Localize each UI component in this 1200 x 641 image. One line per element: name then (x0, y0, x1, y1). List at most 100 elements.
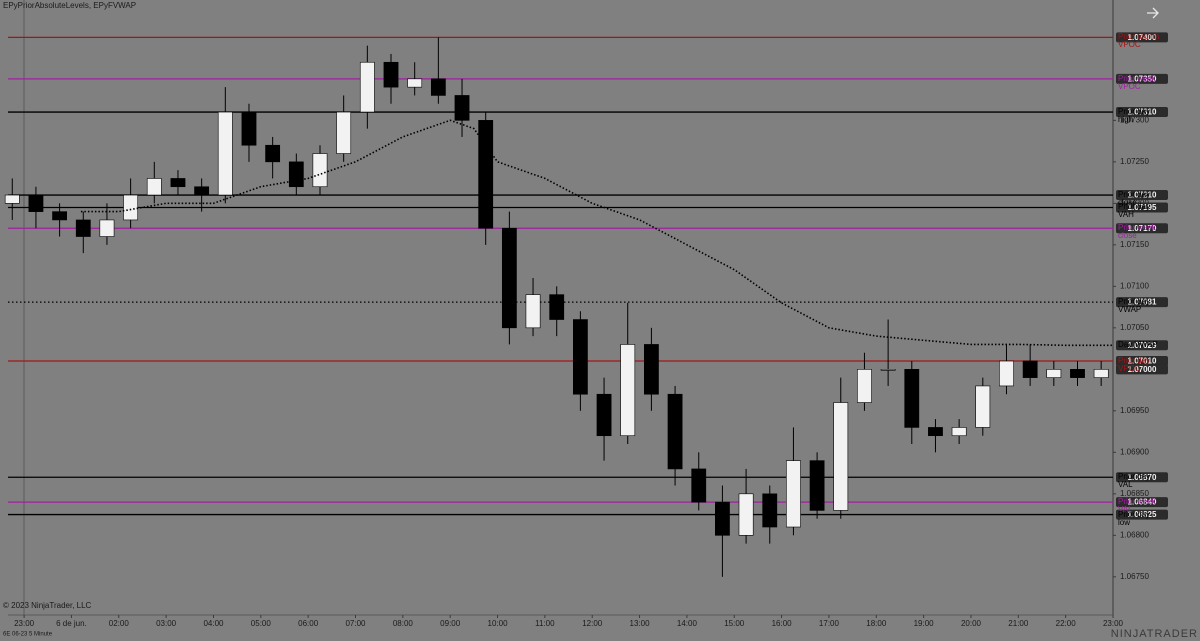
y-tick-label: 1.06750 (1120, 572, 1149, 581)
level-price-tag: 1.07010 (1128, 357, 1157, 366)
last-price-tag: 1.07000 (1128, 365, 1157, 374)
candle-body (75, 219, 91, 237)
candle-body (288, 161, 304, 188)
level-price-tag: 1.07350 (1128, 74, 1157, 83)
vwap-line (80, 119, 1113, 347)
candle-body (1070, 369, 1085, 378)
candle-body (430, 78, 446, 96)
level-price-tag: 1.07081 (1128, 298, 1157, 307)
level-price-tag: 1.06840 (1128, 498, 1157, 507)
level-label: Prior day VAL (1118, 472, 1151, 490)
candle-body (478, 120, 494, 229)
level-price-tag-box (1116, 202, 1168, 213)
y-tick-label: 1.06950 (1120, 406, 1149, 415)
x-tick-label: 17:00 (819, 619, 840, 628)
x-tick-label: 09:00 (440, 619, 461, 628)
copyright: © 2023 NinjaTrader, LLC (3, 601, 92, 610)
candle-body (833, 402, 849, 511)
level-label: Prior day low (1118, 509, 1151, 527)
x-tick-label: 18:00 (866, 619, 887, 628)
x-tick-label: 23:00 (1103, 619, 1124, 628)
candle-body (123, 194, 139, 221)
candle-body (146, 178, 162, 196)
level-label: Prior month VPOC (1118, 32, 1160, 50)
candle-body (691, 468, 707, 503)
candle-body (454, 95, 470, 121)
candle-body (809, 460, 825, 511)
y-tick-label: 1.07300 (1120, 115, 1149, 124)
level-label: Prior day high (1118, 107, 1151, 125)
vwap-price-tag-box (1116, 340, 1168, 351)
candle-body (951, 427, 967, 437)
candle-body (786, 460, 801, 528)
x-tick-label: 02:00 (109, 619, 130, 628)
brand: NINJATRADER (1111, 628, 1198, 640)
vwap-label: Day VWAP (1118, 340, 1158, 350)
nav-arrow[interactable] (1147, 7, 1159, 19)
level-label: Prior day VWAP (1118, 297, 1151, 315)
candle-body (715, 501, 730, 536)
y-tick-label: 1.07250 (1120, 157, 1149, 166)
x-tick-label: 23:00 (14, 619, 35, 628)
x-tick-label: 03:00 (156, 619, 177, 628)
x-tick-label: 21:00 (1008, 619, 1029, 628)
candle-body (928, 427, 943, 437)
level-price-tag-box (1116, 190, 1168, 201)
candle-body (265, 144, 281, 163)
candle-body (1093, 369, 1109, 378)
x-tick-label: 22:00 (1056, 619, 1077, 628)
x-tick-label: 12:00 (582, 619, 603, 628)
level-price-tag-box (1116, 356, 1168, 367)
y-tick-label: 1.06900 (1120, 447, 1149, 456)
candle-body (549, 294, 565, 320)
candle-body (857, 369, 872, 403)
candle-body (359, 61, 375, 113)
x-tick-label: 16:00 (772, 619, 793, 628)
candle-body (4, 194, 20, 204)
candle-body (407, 78, 423, 88)
level-label: Prior week VAL (1118, 497, 1156, 515)
candle-body (383, 61, 399, 88)
level-label: Prior week VPOC (1118, 73, 1156, 91)
level-price-tag-box (1116, 73, 1168, 84)
candle-body (194, 186, 210, 196)
level-price-tag-box (1116, 509, 1168, 520)
level-price-tag-box (1116, 32, 1168, 43)
candle-body (52, 211, 68, 221)
x-tick-label: 6 de jun. (56, 619, 87, 628)
candle-body (28, 194, 44, 212)
level-price-tag: 1.06870 (1128, 473, 1157, 482)
x-tick-label: 06:00 (298, 619, 319, 628)
candle-body (738, 493, 754, 536)
last-price-tag-box (1116, 364, 1168, 375)
candle-body (999, 360, 1014, 387)
candle-body (217, 111, 233, 196)
candle-body (312, 153, 328, 188)
level-price-tag-box (1116, 107, 1168, 118)
level-label: Prior day VPOC (1118, 356, 1151, 374)
x-tick-label: 05:00 (251, 619, 272, 628)
x-tick-label: 14:00 (677, 619, 698, 628)
x-tick-label: 13:00 (630, 619, 651, 628)
candle-body (170, 178, 186, 188)
candle-body (525, 294, 541, 329)
y-tick-label: 1.06850 (1120, 489, 1149, 498)
candle-body (501, 227, 517, 329)
level-price-tag: 1.07170 (1128, 224, 1157, 233)
level-price-tag-box (1116, 223, 1168, 234)
level-price-tag-box (1116, 497, 1168, 508)
x-tick-label: 19:00 (914, 619, 935, 628)
level-label: Prior day VAH (1118, 202, 1151, 220)
candle-body (99, 219, 115, 237)
x-tick-label: 04:00 (203, 619, 224, 628)
x-tick-label: 08:00 (393, 619, 414, 628)
level-label: Prior week close (1118, 223, 1156, 241)
candle-body (1046, 369, 1062, 378)
level-price-tag: 1.06825 (1128, 510, 1157, 519)
x-tick-label: 07:00 (345, 619, 366, 628)
y-tick-label: 1.06800 (1120, 530, 1149, 539)
x-tick-label: 15:00 (724, 619, 745, 628)
level-label: Prior day close (1118, 190, 1151, 208)
